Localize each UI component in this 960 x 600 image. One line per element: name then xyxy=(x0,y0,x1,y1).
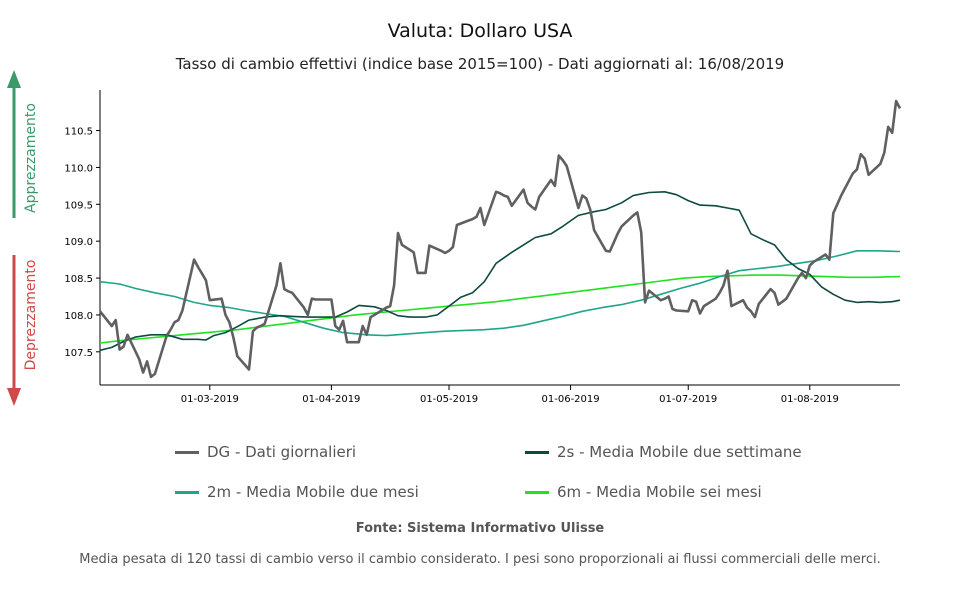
down-arrow-icon xyxy=(7,388,21,406)
x-tick-label: 01-04-2019 xyxy=(302,394,360,405)
chart-title: Valuta: Dollaro USA xyxy=(387,20,573,42)
y-tick-label: 107.5 xyxy=(64,348,93,359)
legend-item-2s: 2s - Media Mobile due settimane xyxy=(525,443,802,461)
legend-item-2m: 2m - Media Mobile due mesi xyxy=(175,483,419,501)
legend-label-dg: DG - Dati giornalieri xyxy=(207,443,357,461)
legend-swatch-2s xyxy=(525,450,549,454)
y-tick-label: 108.0 xyxy=(64,311,93,322)
appreciation-label: Apprezzamento xyxy=(23,103,39,213)
series-line-3 xyxy=(99,274,901,344)
x-tick-label: 01-08-2019 xyxy=(781,394,839,405)
x-tick-label: 01-07-2019 xyxy=(659,394,717,405)
up-arrow-icon xyxy=(7,70,21,88)
legend-item-dg: DG - Dati giornalieri xyxy=(175,443,356,461)
y-tick-label: 110.5 xyxy=(64,127,93,138)
depreciation-label: Deprezzamento xyxy=(23,260,39,371)
line-chart: Apprezzamento Deprezzamento 107.5 108.0 108… xyxy=(7,70,902,406)
chart-subtitle: Tasso di cambio effettivi (indice base 2… xyxy=(175,55,785,73)
source-note: Fonte: Sistema Informativo Ulisse xyxy=(355,521,605,536)
legend-swatch-dg xyxy=(175,450,199,454)
y-tick-label: 108.5 xyxy=(64,274,93,285)
y-tick-label: 109.5 xyxy=(64,200,93,211)
x-tick-label: 01-03-2019 xyxy=(181,394,239,405)
legend-label-2m: 2m - Media Mobile due mesi xyxy=(207,483,419,501)
series-line-2 xyxy=(99,250,901,337)
legend-label-6m: 6m - Media Mobile sei mesi xyxy=(557,483,762,501)
series-line-0 xyxy=(98,99,902,379)
legend-item-6m: 6m - Media Mobile sei mesi xyxy=(525,483,762,501)
legend-label-2s: 2s - Media Mobile due settimane xyxy=(557,443,802,461)
side-labels: Apprezzamento Deprezzamento xyxy=(7,70,39,406)
x-tick-label: 01-06-2019 xyxy=(542,394,600,405)
series-line-1 xyxy=(99,191,901,352)
x-tick-label: 01-05-2019 xyxy=(420,394,478,405)
legend-swatch-2m xyxy=(175,490,199,494)
y-tick-label: 110.0 xyxy=(64,163,93,174)
chart-axes: 107.5 108.0 108.5 109.0 109.5 110.0 110.5 01-03… xyxy=(64,90,900,405)
chart-lines xyxy=(98,99,902,379)
footnote: Media pesata di 120 tassi di cambio vers… xyxy=(79,552,881,567)
legend-swatch-6m xyxy=(525,490,549,494)
y-tick-label: 109.0 xyxy=(64,237,93,248)
